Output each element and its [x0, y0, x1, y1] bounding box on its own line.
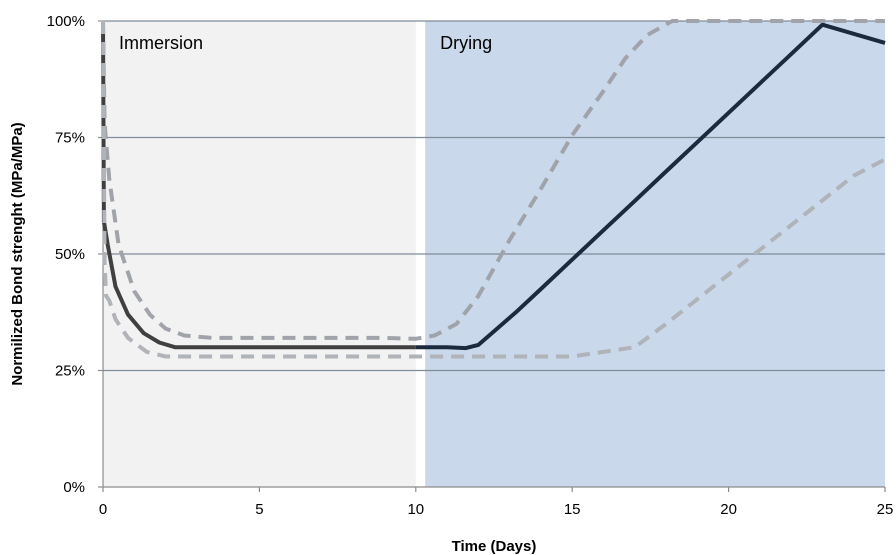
series-lines [101, 19, 886, 359]
tick-labels: 0% 25% 50% 75% 100% 0 5 10 15 20 25 [47, 13, 894, 518]
series-mean-drying [415, 22, 886, 351]
x-tick-label: 5 [255, 501, 263, 518]
region-label-drying: Drying [440, 33, 492, 53]
series-dashed-2 [101, 20, 886, 359]
x-tick-label: 10 [407, 501, 424, 518]
series-mean-immersion [101, 20, 416, 350]
x-tick-label: 25 [877, 501, 894, 518]
y-axis-title: Normilized Bond strenght (MPa/MPa) [9, 122, 26, 385]
y-tick-label: 50% [55, 246, 85, 263]
region-label-immersion: Immersion [119, 33, 203, 53]
y-tick-label: 0% [63, 479, 85, 496]
y-tick-label: 75% [55, 130, 85, 147]
y-tick-label: 100% [47, 13, 85, 30]
x-tick-label: 15 [564, 501, 581, 518]
x-tick-label: 0 [99, 501, 107, 518]
region-labels: Immersion Drying [119, 33, 492, 53]
y-tick-label: 25% [55, 363, 85, 380]
x-tick-label: 20 [720, 501, 737, 518]
x-axis-title: Time (Days) [452, 538, 537, 555]
series-dashed-1 [101, 19, 885, 341]
